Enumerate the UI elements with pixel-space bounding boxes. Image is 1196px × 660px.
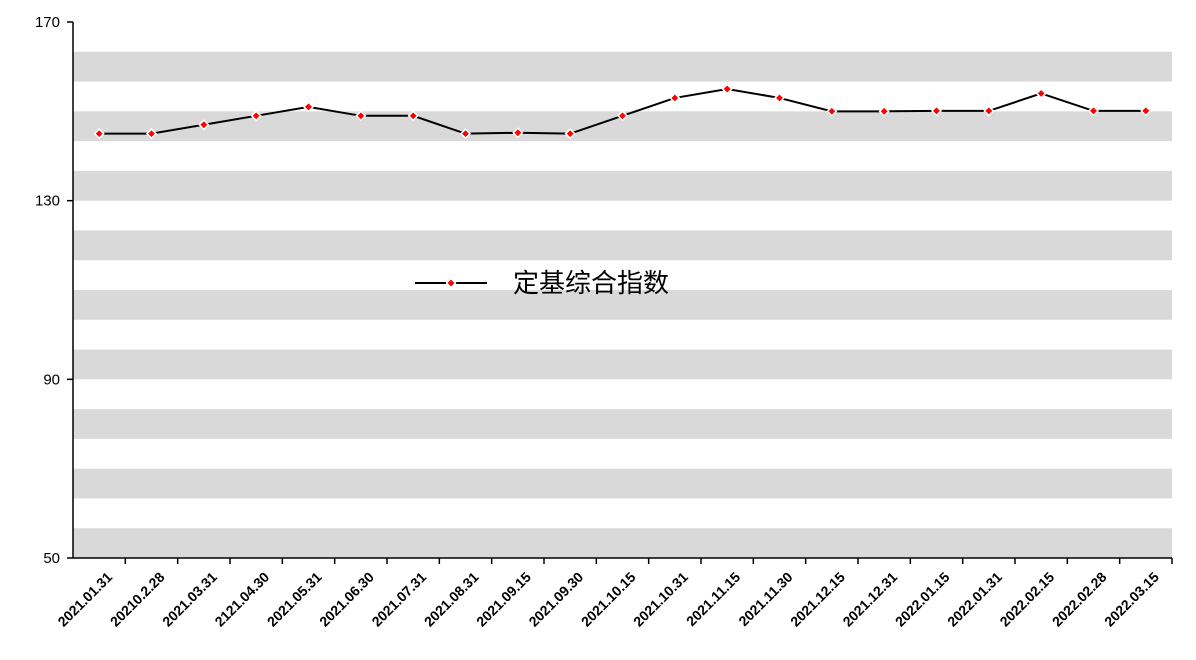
grid-band	[73, 170, 1172, 201]
x-tick-label: 2021.12.31	[839, 569, 900, 630]
x-tick-label: 2022.02.15	[996, 569, 1057, 630]
y-tick-label: 50	[43, 550, 60, 567]
marker	[1035, 87, 1047, 100]
x-tick-label: 2022.03.15	[1101, 569, 1162, 630]
grid-band	[73, 468, 1172, 499]
x-tick-label: 2021.10.31	[630, 569, 691, 630]
x-tick-label: 2021.12.15	[787, 569, 848, 630]
y-tick-label: 90	[43, 371, 60, 388]
marker	[721, 83, 733, 95]
x-tick-label: 2021.03.31	[159, 569, 220, 630]
x-tick-label: 2021.09.30	[525, 569, 586, 630]
marker	[250, 110, 262, 122]
marker	[930, 105, 943, 117]
x-tick-label: 2022.01.31	[944, 569, 1005, 630]
grid-band	[73, 528, 1172, 558]
y-tick-label: 170	[35, 14, 60, 31]
x-tick-label: 2021.08.31	[421, 569, 482, 630]
marker	[145, 128, 158, 140]
marker	[198, 119, 210, 131]
grid-band	[73, 409, 1172, 439]
x-tick-label: 2121.04.30	[211, 569, 272, 630]
x-tick-label: 2021.07.31	[368, 569, 429, 630]
grid-band	[73, 349, 1172, 380]
marker	[355, 110, 367, 122]
marker	[616, 110, 629, 122]
marker	[564, 128, 576, 140]
x-tick-label: 2022.02.28	[1049, 569, 1110, 630]
x-tick-label: 20210.2.28	[107, 569, 168, 630]
marker	[459, 128, 472, 140]
marker	[826, 105, 838, 117]
marker	[512, 127, 524, 139]
y-tick-label: 130	[35, 193, 60, 210]
legend-label: 定基综合指数	[513, 268, 669, 298]
marker	[1140, 105, 1152, 117]
marker	[93, 128, 105, 140]
x-tick-label: 2021.09.15	[473, 569, 534, 630]
x-tick-label: 2021.05.31	[264, 569, 325, 630]
marker	[1087, 105, 1100, 117]
marker	[773, 92, 786, 104]
x-tick-label: 2021.11.15	[683, 569, 743, 629]
x-tick-label: 2021.01.31	[54, 569, 115, 630]
x-tick-label: 2021.11.30	[735, 569, 795, 629]
grid-band	[73, 51, 1172, 82]
grid-band	[73, 290, 1172, 320]
marker	[983, 105, 995, 117]
marker	[407, 110, 419, 122]
x-tick-label: 2021.10.15	[578, 569, 639, 630]
marker	[302, 101, 315, 113]
x-tick-label: 2022.01.15	[892, 569, 953, 630]
marker	[878, 105, 890, 117]
grid-band	[73, 230, 1172, 261]
x-tick-label: 2021.06.30	[316, 569, 377, 630]
marker	[669, 92, 681, 104]
legend-marker	[445, 277, 457, 289]
